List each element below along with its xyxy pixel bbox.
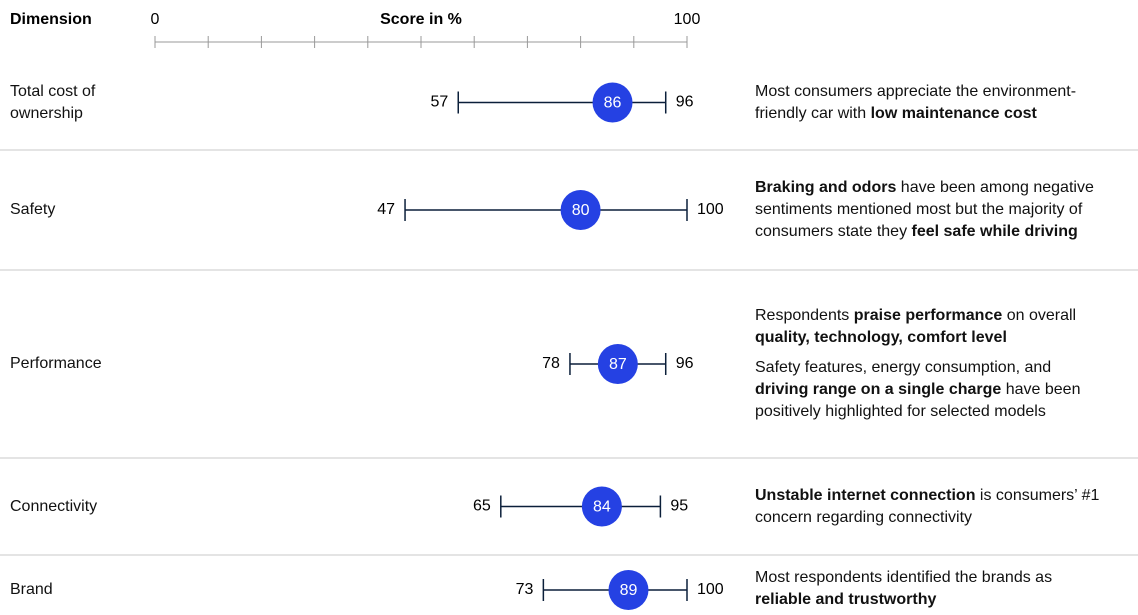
score-dot — [597, 344, 638, 384]
dimension-text: Connectivity — [10, 497, 98, 515]
low-label: 65 — [473, 498, 491, 515]
dimension-text: Safety — [10, 201, 56, 218]
comment-paragraph: Braking and odors have been among negati… — [755, 177, 1100, 243]
comment-bold: low maintenance cost — [870, 104, 1037, 122]
comment-body: Respondents praise performance on overal… — [755, 305, 1100, 423]
score-label: 89 — [620, 582, 638, 599]
comment-bold: Unstable internet connection — [755, 486, 976, 504]
comment-paragraph: Safety features, energy consumption, and… — [755, 357, 1100, 423]
score-dot — [581, 486, 622, 527]
comment-paragraph: Most consumers appreciate the environmen… — [755, 81, 1100, 125]
comment-bold: reliable and trustworthy — [755, 591, 937, 608]
comment: Braking and odors have been among negati… — [755, 154, 1100, 266]
comment-paragraph: Unstable internet connection is consumer… — [755, 485, 1100, 529]
score-dot — [608, 570, 649, 610]
high-label: 95 — [670, 498, 688, 515]
score-label: 84 — [593, 499, 611, 516]
comment-text: have been positively highlighted for sel… — [755, 381, 1081, 420]
x-limit-label: 0 — [151, 11, 160, 28]
comment-body: Braking and odors have been among negati… — [755, 177, 1100, 243]
dimension-text: Brand — [10, 581, 53, 598]
comment-text: have been among negative sentiments ment… — [755, 179, 1094, 240]
low-label: 47 — [377, 201, 395, 218]
comment-bold: praise performance — [853, 307, 1003, 324]
low-label: 78 — [542, 355, 560, 372]
dimension-label: Total cost of ownership — [10, 63, 140, 143]
comment-text: is consumers’ #1 concern regarding conne… — [755, 486, 1100, 526]
high-label: 100 — [697, 201, 724, 218]
dimension-text: Total cost of ownership — [10, 82, 96, 122]
dimension-text: Performance — [10, 355, 102, 372]
dimension-label: Connectivity — [10, 467, 140, 547]
comment-text: Safety features, energy consumption, and — [755, 359, 1052, 376]
score-label: 86 — [604, 95, 622, 112]
comment-paragraph: Respondents praise performance on overal… — [755, 305, 1100, 349]
comment-body: Most consumers appreciate the environmen… — [755, 81, 1100, 125]
score-dot — [592, 82, 633, 123]
comment: Respondents praise performance on overal… — [755, 274, 1100, 454]
axis-title: Score in % — [380, 11, 462, 28]
comment-text: Respondents — [755, 307, 854, 324]
comment-bold: driving range on a single charge — [755, 381, 1002, 398]
dimension-label: Brand — [10, 550, 140, 615]
high-label: 96 — [676, 94, 694, 111]
score-label: 80 — [572, 202, 590, 219]
dimension-header: Dimension — [10, 11, 92, 28]
comment-text: Most consumers appreciate the environmen… — [755, 82, 1077, 122]
low-label: 73 — [516, 581, 534, 598]
comment-body: Most respondents identified the brands a… — [755, 567, 1100, 611]
comment-bold: feel safe while driving — [911, 223, 1078, 240]
comment-paragraph: Most respondents identified the brands a… — [755, 567, 1100, 611]
low-label: 57 — [430, 94, 448, 111]
x-limit-label: 100 — [674, 11, 701, 28]
comment: Unstable internet connection is consumer… — [755, 462, 1100, 551]
score-label: 87 — [609, 356, 627, 373]
comment-bold: Braking and odors — [755, 179, 897, 196]
high-label: 96 — [676, 355, 694, 372]
score-dot — [560, 190, 601, 230]
comment-text: on overall — [1002, 307, 1077, 324]
comment-body: Unstable internet connection is consumer… — [755, 485, 1100, 529]
comment: Most consumers appreciate the environmen… — [755, 59, 1100, 146]
comment-bold: quality, technology, comfort level — [755, 329, 1007, 346]
comment-text: Most respondents identified the brands a… — [755, 569, 1053, 586]
dimension-label: Safety — [10, 170, 140, 250]
high-label: 100 — [697, 581, 724, 598]
comment: Most respondents identified the brands a… — [755, 563, 1100, 615]
dimension-label: Performance — [10, 324, 140, 404]
